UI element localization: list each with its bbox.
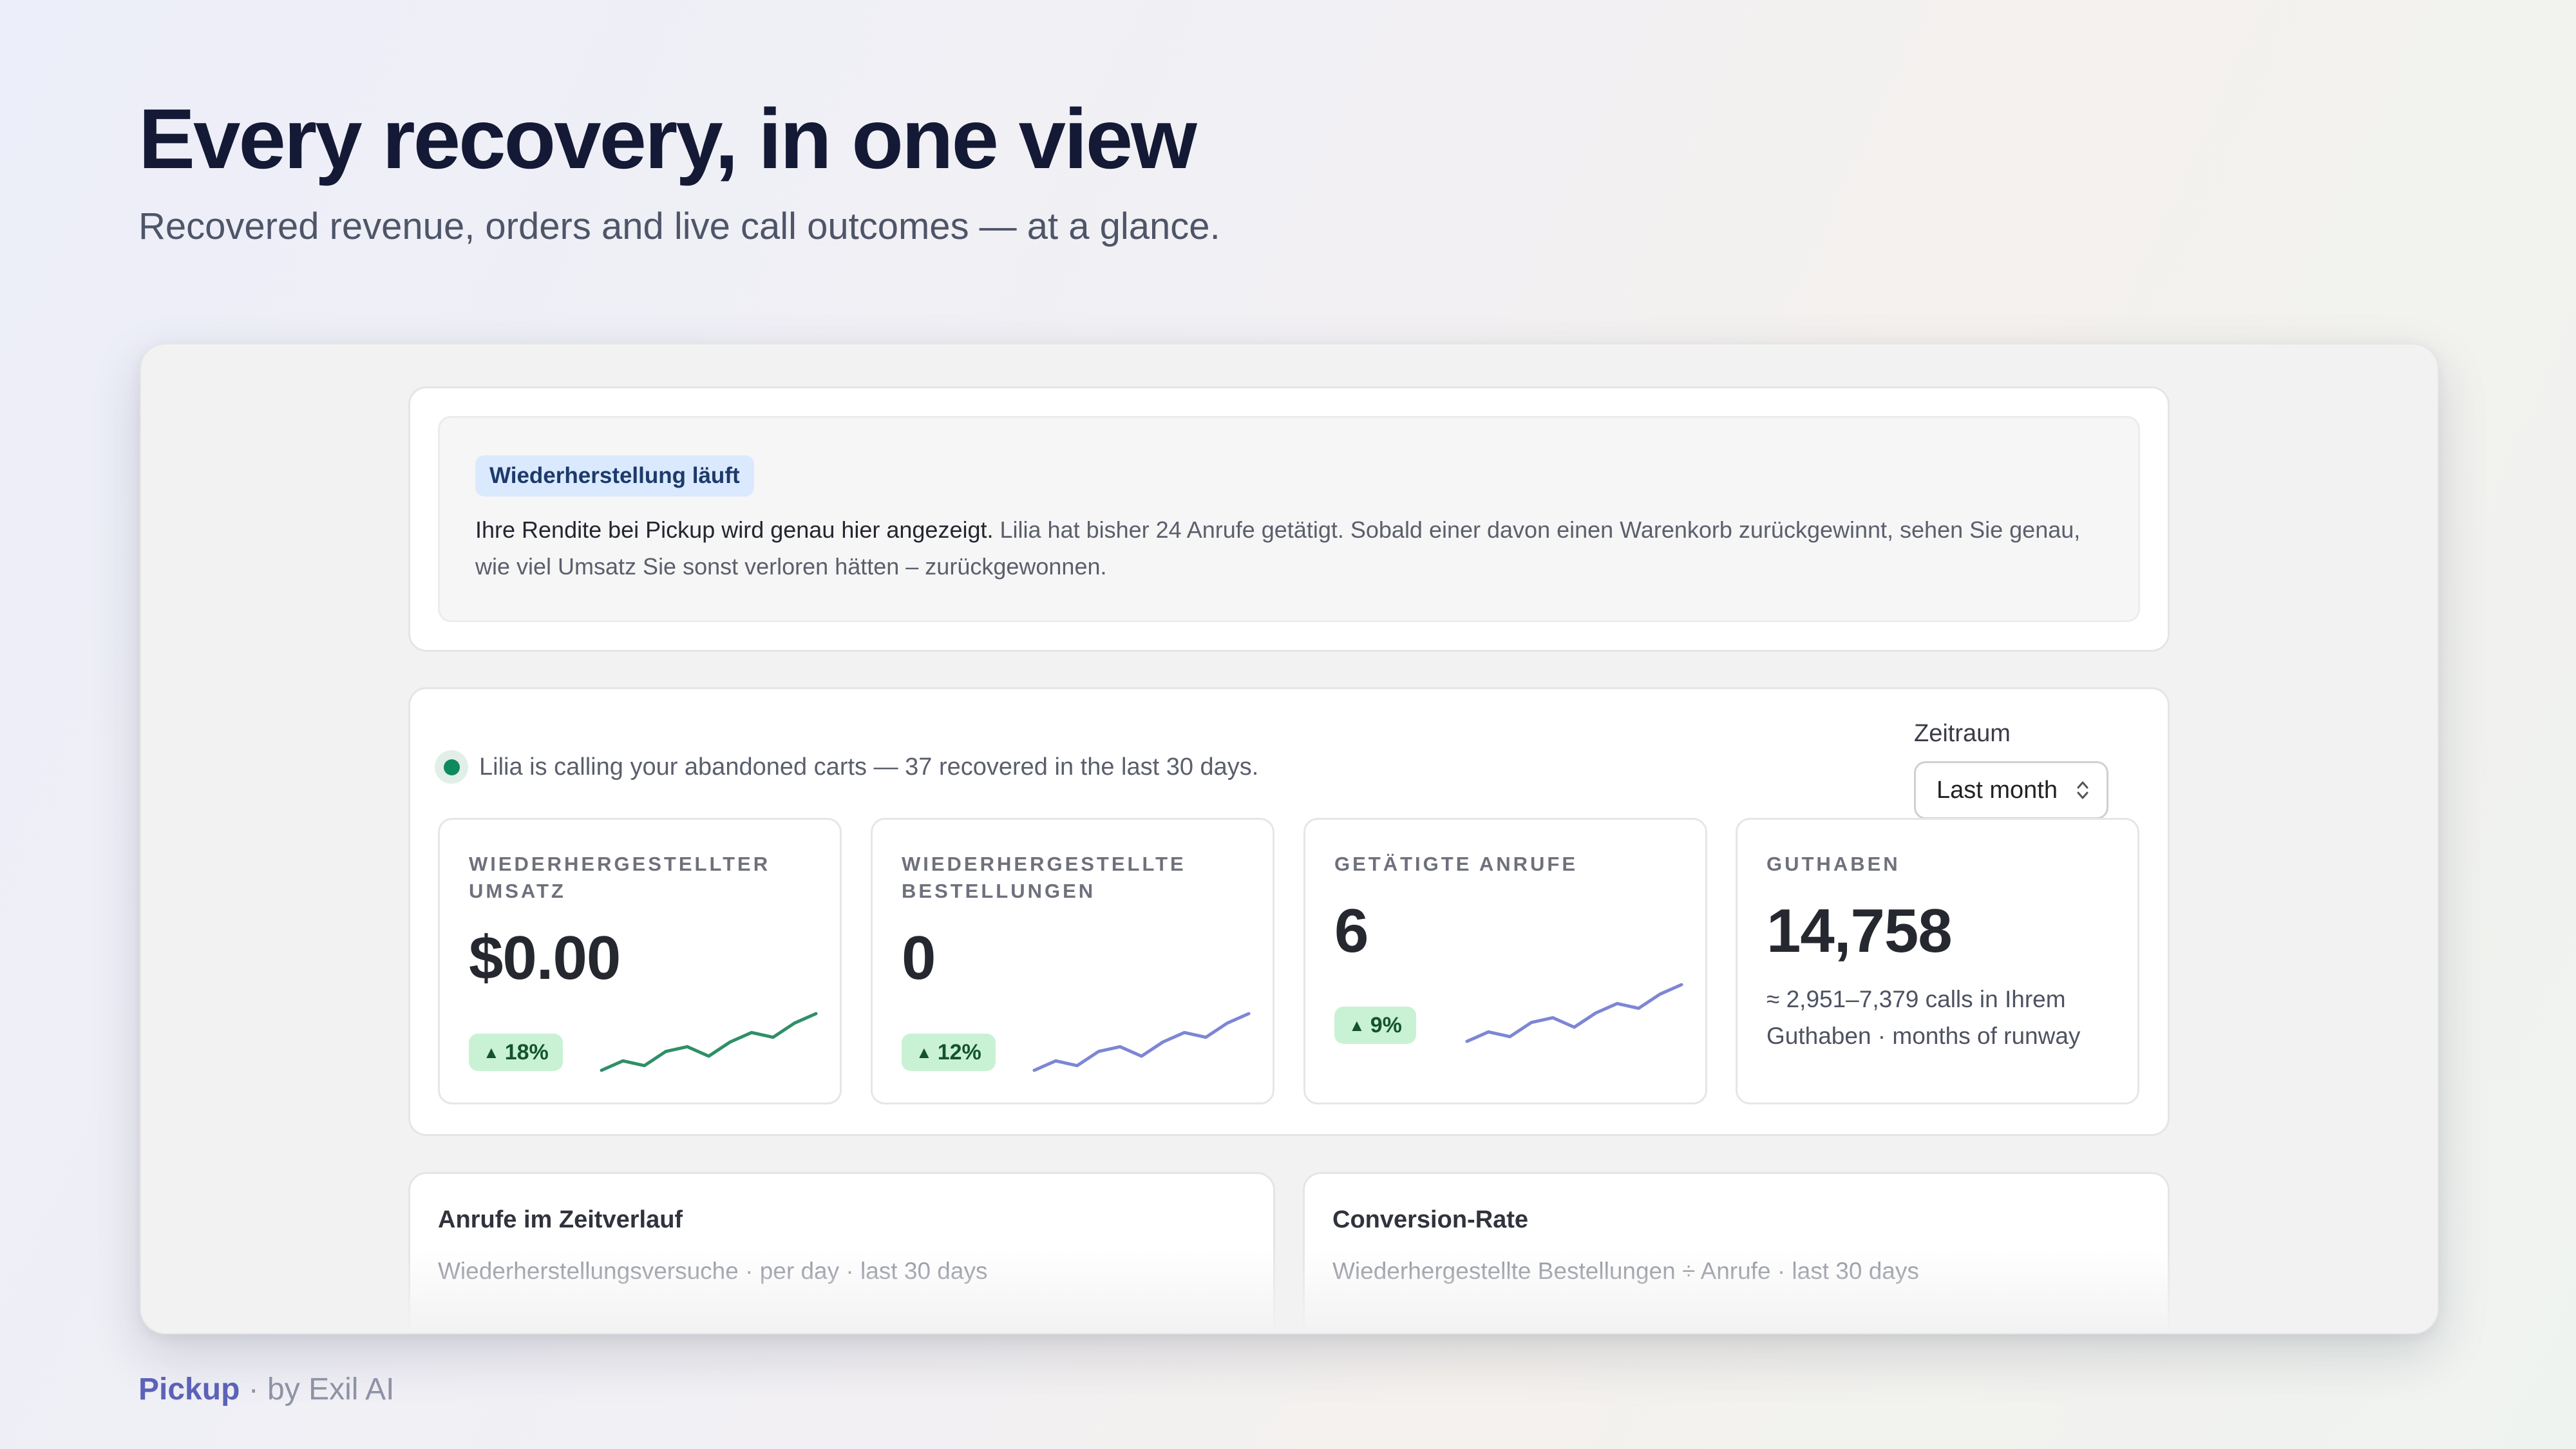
sparkline xyxy=(600,1012,818,1072)
sparkline xyxy=(1465,983,1683,1043)
chart-card-conversion-rate: Conversion-Rate Wiederhergestellte Beste… xyxy=(1303,1172,2170,1333)
trend-up-icon: ▲ xyxy=(1349,1015,1365,1035)
trend-up-icon: ▲ xyxy=(916,1042,933,1062)
hero-subtitle: Recovered revenue, orders and live call … xyxy=(138,205,1220,247)
kpi-credit-balance: Guthaben 14,758 ≈ 2,951–7,379 calls in I… xyxy=(1736,818,2139,1104)
live-status-text: Lilia is calling your abandoned carts — … xyxy=(479,753,1259,781)
kpi-label: Guthaben xyxy=(1766,853,1900,875)
trend-up-icon: ▲ xyxy=(483,1042,500,1062)
chart-subtitle: Wiederherstellungsversuche · per day · l… xyxy=(438,1258,988,1284)
trend-badge: ▲ 12% xyxy=(902,1034,996,1071)
kpi-value: 0 xyxy=(902,923,936,992)
kpi-label: Wiederhergestellter Umsatz xyxy=(469,853,771,902)
period-label: Zeitraum xyxy=(1914,720,2011,747)
notice-body: Lilia hat bisher 24 Anrufe getätigt. Sob… xyxy=(475,516,2081,580)
live-status: Lilia is calling your abandoned carts — … xyxy=(435,750,1258,784)
select-stepper-icon xyxy=(2076,779,2090,802)
sparkline-path xyxy=(1465,983,1683,1043)
live-indicator-icon xyxy=(435,750,468,784)
sparkline-path xyxy=(600,1012,818,1072)
recovery-notice-card: Wiederherstellung läuft Ihre Rendite bei… xyxy=(408,386,2170,652)
notice-text: Ihre Rendite bei Pickup wird genau hier … xyxy=(475,511,2106,585)
trend-badge: ▲ 18% xyxy=(469,1034,563,1071)
stats-card: Lilia is calling your abandoned carts — … xyxy=(408,687,2170,1136)
sparkline-path xyxy=(1032,1012,1251,1072)
notice-lead: Ihre Rendite bei Pickup wird genau hier … xyxy=(475,516,994,543)
footer-by: · by Exil AI xyxy=(240,1372,395,1406)
chart-title: Anrufe im Zeitverlauf xyxy=(438,1206,683,1233)
kpi-label: Wiederhergestellte Bestellungen xyxy=(902,853,1186,902)
chart-subtitle: Wiederhergestellte Bestellungen ÷ Anrufe… xyxy=(1332,1258,1919,1284)
chart-card-calls-over-time: Anrufe im Zeitverlauf Wiederherstellungs… xyxy=(408,1172,1275,1333)
kpi-note: ≈ 2,951–7,379 calls in Ihrem Guthaben · … xyxy=(1766,986,2081,1049)
kpi-value: 14,758 xyxy=(1766,896,1953,965)
footer-credit: Pickup · by Exil AI xyxy=(138,1372,394,1407)
hero-title: Every recovery, in one view xyxy=(138,91,1197,186)
status-badge: Wiederherstellung läuft xyxy=(475,455,754,497)
kpi-recovered-orders: Wiederhergestellte Bestellungen 0 ▲ 12% xyxy=(871,818,1274,1104)
trend-badge: ▲ 9% xyxy=(1334,1007,1416,1044)
dashboard-frame: Wiederherstellung läuft Ihre Rendite bei… xyxy=(140,343,2439,1334)
kpi-value: 6 xyxy=(1334,896,1368,965)
period-selected-value: Last month xyxy=(1937,776,2058,804)
recovery-notice-panel: Wiederherstellung läuft Ihre Rendite bei… xyxy=(438,416,2140,622)
footer-brand: Pickup xyxy=(138,1372,240,1406)
kpi-value: $0.00 xyxy=(469,923,621,992)
kpi-calls-made: Getätigte Anrufe 6 ▲ 9% xyxy=(1303,818,1707,1104)
kpi-recovered-revenue: Wiederhergestellter Umsatz $0.00 ▲ 18% xyxy=(438,818,842,1104)
period-select[interactable]: Last month xyxy=(1914,761,2108,819)
kpi-label: Getätigte Anrufe xyxy=(1334,853,1578,875)
sparkline xyxy=(1032,1012,1251,1072)
chart-title: Conversion-Rate xyxy=(1332,1206,1529,1233)
